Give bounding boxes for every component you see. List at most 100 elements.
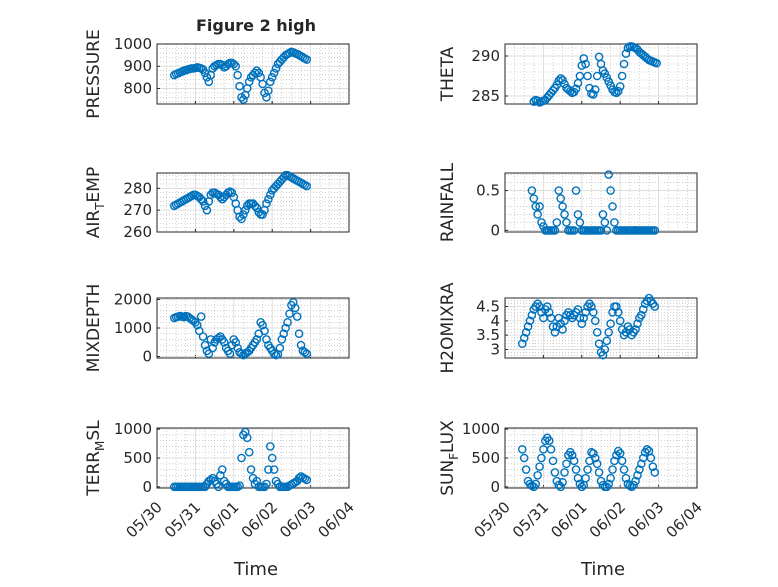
y-axis-label: MIXDEPTH xyxy=(84,284,104,373)
data-point xyxy=(275,343,285,353)
data-point xyxy=(613,446,623,456)
data-point xyxy=(571,186,581,195)
data-point xyxy=(267,73,277,82)
data-point xyxy=(592,327,602,337)
subplot-mixdepth: 0 1000 2000 MIXDEPTH xyxy=(84,284,350,373)
data-point xyxy=(590,316,600,326)
axes-box xyxy=(156,297,350,359)
data-point xyxy=(600,69,610,78)
data-point xyxy=(602,226,612,235)
data-point xyxy=(217,60,227,70)
data-point xyxy=(250,68,260,78)
data-point xyxy=(602,336,612,346)
data-point xyxy=(589,307,598,317)
data-point xyxy=(617,71,627,81)
data-point xyxy=(529,194,539,203)
data-point xyxy=(204,349,214,359)
data-point xyxy=(208,343,217,353)
data-point xyxy=(239,210,248,219)
data-point xyxy=(254,68,264,78)
data-point xyxy=(615,82,625,91)
y-tick-label: 3.5 xyxy=(476,326,500,344)
data-point xyxy=(544,307,554,317)
data-point xyxy=(613,86,623,96)
data-point xyxy=(544,436,554,445)
data-point xyxy=(302,181,312,191)
data-point xyxy=(594,468,604,477)
subplot-h2omixra: 33.544.5 H2OMIXRA xyxy=(438,282,698,374)
data-point xyxy=(562,459,571,469)
data-point xyxy=(193,320,202,330)
data-point xyxy=(225,349,235,359)
y-axis-label: PRESSURE xyxy=(84,29,104,118)
data-point xyxy=(548,456,558,466)
data-point xyxy=(241,205,250,215)
data-point xyxy=(250,201,260,211)
data-point xyxy=(525,316,535,326)
data-point xyxy=(202,205,212,215)
data-point xyxy=(612,302,621,311)
data-point xyxy=(569,456,579,466)
data-point xyxy=(552,476,562,486)
y-tick-label: 280 xyxy=(123,179,152,197)
data-point xyxy=(281,323,290,333)
data-point xyxy=(558,477,567,487)
data-point xyxy=(577,319,587,329)
y-axis-label: SUNFLUX xyxy=(438,420,461,496)
data-point xyxy=(598,210,608,219)
axes-box xyxy=(504,43,698,105)
data-point xyxy=(621,49,631,58)
data-point xyxy=(558,202,567,211)
data-point xyxy=(517,339,527,349)
data-point xyxy=(606,186,615,195)
axes-box xyxy=(156,427,350,489)
data-point xyxy=(556,194,565,203)
data-point xyxy=(258,320,267,330)
data-point xyxy=(548,322,558,331)
data-point xyxy=(241,427,250,437)
y-tick-label: 0 xyxy=(142,348,152,366)
data-point xyxy=(552,218,562,227)
data-point xyxy=(573,210,583,219)
data-point xyxy=(548,86,558,95)
y-tick-label: 3 xyxy=(490,340,500,358)
data-point xyxy=(637,459,646,469)
y-tick-label: 1000 xyxy=(462,420,500,438)
data-point xyxy=(206,475,216,485)
data-point xyxy=(237,214,246,224)
y-tick-label: 1000 xyxy=(114,319,152,337)
data-point xyxy=(233,70,242,80)
data-point xyxy=(264,86,273,95)
data-point xyxy=(265,77,275,87)
data-point xyxy=(235,481,244,490)
data-point xyxy=(233,343,242,353)
data-point xyxy=(615,449,625,458)
y-tick-label: 4.5 xyxy=(476,298,500,316)
data-point xyxy=(631,476,640,486)
data-point xyxy=(579,54,589,63)
data-point xyxy=(196,194,206,204)
data-point xyxy=(519,453,529,463)
data-point xyxy=(537,218,546,227)
data-point xyxy=(556,482,565,492)
axes-box xyxy=(156,172,350,233)
data-point xyxy=(277,335,287,344)
data-point xyxy=(560,210,569,219)
data-point xyxy=(606,81,615,90)
data-point xyxy=(219,337,229,347)
y-tick-label: 270 xyxy=(123,201,152,219)
y-tick-label: 1000 xyxy=(114,35,152,53)
data-point xyxy=(650,226,660,235)
data-point xyxy=(290,303,300,313)
x-axis-label-left: Time xyxy=(233,559,278,580)
data-point xyxy=(587,302,596,311)
subplot-theta: 285 290 THETA xyxy=(438,42,698,107)
data-point xyxy=(577,482,587,492)
data-point xyxy=(214,482,223,492)
data-point xyxy=(546,445,556,454)
data-point xyxy=(216,471,225,480)
data-point xyxy=(523,322,533,331)
data-point xyxy=(265,190,275,200)
data-point xyxy=(292,312,302,321)
data-point xyxy=(604,170,613,179)
